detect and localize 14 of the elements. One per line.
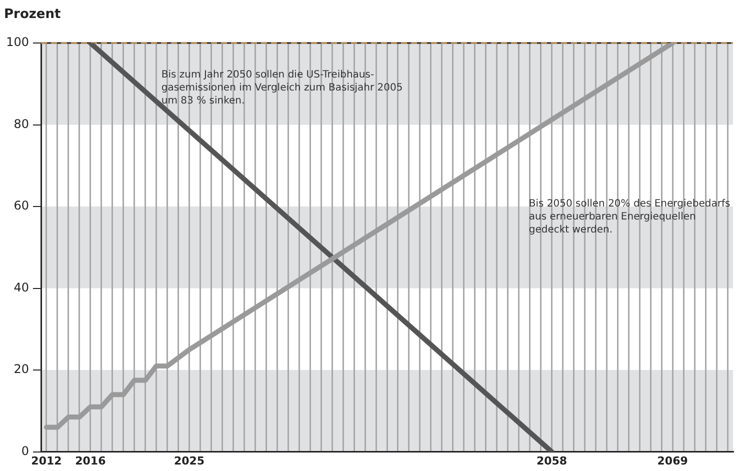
y-axis-title: Prozent bbox=[4, 7, 61, 22]
x-tick-label: 2058 bbox=[536, 454, 568, 468]
annotation: Bis zum Jahr 2050 sollen die US-Treibhaus- gasemissionen im Vergleich zum Basisjahr 2005 um 83 % sinken. bbox=[161, 70, 403, 107]
y-tick-label: 0 bbox=[21, 444, 29, 458]
x-tick-label: 2016 bbox=[75, 454, 106, 468]
y-tick-label: 20 bbox=[14, 362, 29, 376]
annotation: Bis 2050 sollen 20% des Energiebedarfs aus erneuerbaren Energiequellen gedeckt werden. bbox=[528, 198, 730, 236]
y-tick-label: 100 bbox=[6, 35, 29, 50]
y-tick-label: 80 bbox=[14, 116, 29, 131]
x-tick-label: 2069 bbox=[657, 454, 688, 468]
x-tick-label: 2012 bbox=[31, 454, 62, 468]
y-tick-label: 60 bbox=[14, 198, 29, 213]
y-tick-label: 40 bbox=[14, 280, 29, 294]
x-tick-label: 2025 bbox=[174, 454, 205, 468]
